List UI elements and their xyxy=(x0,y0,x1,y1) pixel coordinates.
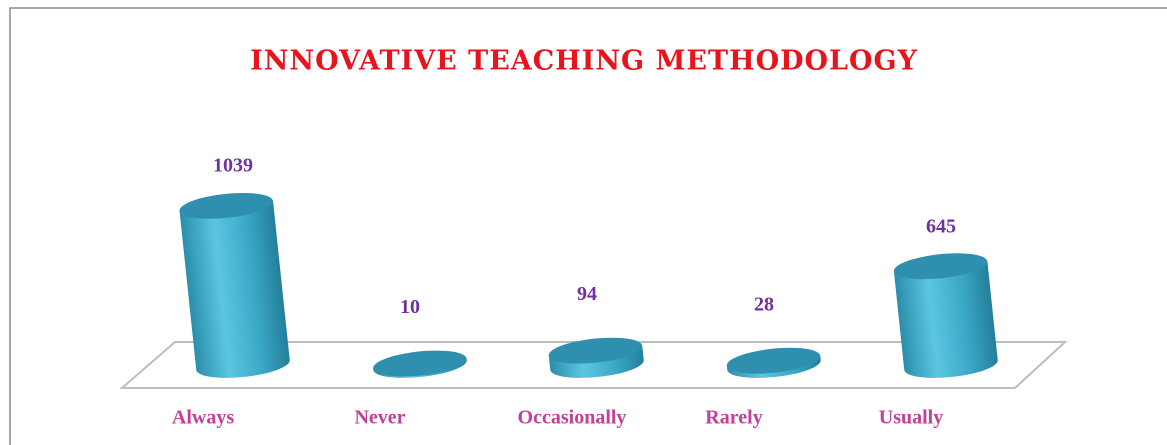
x-tick-label: Rarely xyxy=(705,407,762,429)
value-label: 10 xyxy=(400,296,420,318)
cylinder-body xyxy=(179,200,290,378)
x-tick-label: Never xyxy=(354,407,405,429)
cylinder xyxy=(893,253,998,378)
cylinder-top xyxy=(179,192,274,219)
cylinder xyxy=(179,192,290,378)
cylinder-top xyxy=(893,253,988,280)
cylinder-body xyxy=(893,261,998,378)
x-tick-label: Always xyxy=(172,407,234,429)
frame xyxy=(9,7,1167,445)
cylinder xyxy=(726,347,821,378)
cylinder-top xyxy=(373,350,467,377)
x-tick-label: Usually xyxy=(879,407,943,429)
cylinder xyxy=(373,350,467,378)
value-label: 28 xyxy=(754,293,774,315)
value-label: 1039 xyxy=(213,155,253,177)
value-label: 645 xyxy=(926,215,956,237)
value-label: 94 xyxy=(577,283,597,305)
x-tick-label: Occasionally xyxy=(518,407,627,429)
cylinder-top xyxy=(548,337,643,364)
cylinder-top xyxy=(726,347,821,374)
cylinder xyxy=(548,337,644,378)
chart-title: INNOVATIVE TEACHING METHODOLOGY xyxy=(250,46,918,77)
